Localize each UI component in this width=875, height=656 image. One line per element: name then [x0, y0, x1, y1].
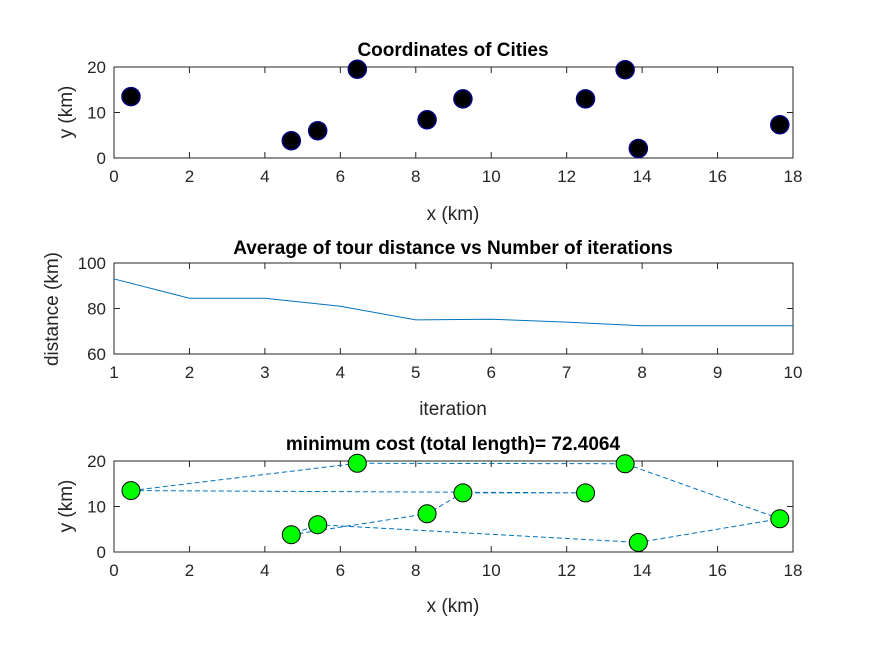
city-point	[770, 115, 790, 135]
x-tick-label: 12	[557, 167, 576, 186]
x-tick-label: 5	[411, 363, 420, 382]
x-tick-label: 14	[633, 167, 652, 186]
city-point	[628, 138, 649, 159]
x-tick-label: 8	[411, 561, 420, 580]
plot-average-distance: Average of tour distance vs Number of it…	[42, 238, 802, 420]
y-tick-label: 20	[87, 58, 106, 77]
city-point	[281, 130, 302, 151]
tour-city-point	[453, 483, 473, 503]
chart-title: Coordinates of Cities	[357, 40, 548, 61]
tour-city-point	[615, 454, 635, 474]
axes-box	[113, 262, 794, 355]
tour-city-point	[347, 453, 367, 473]
x-axis-label: x (km)	[427, 596, 480, 617]
x-tick-label: 18	[784, 167, 803, 186]
x-tick-label: 4	[260, 167, 269, 186]
y-tick-label: 0	[97, 543, 106, 562]
tour-city-point	[417, 504, 437, 524]
y-tick-label: 100	[78, 254, 106, 273]
x-tick-label: 7	[562, 363, 571, 382]
x-tick-label: 6	[486, 363, 495, 382]
y-tick-label: 20	[87, 452, 106, 471]
city-point	[575, 89, 596, 109]
x-tick-label: 6	[336, 561, 345, 580]
x-tick-label: 10	[784, 363, 803, 382]
x-tick-label: 16	[708, 167, 727, 186]
axes-box	[113, 460, 794, 553]
y-axis-label: y (km)	[56, 86, 77, 139]
plot-city-coordinates: Coordinates of Cities x (km) y (km) 0 2 4 6…	[56, 40, 802, 225]
y-tick-label: 10	[87, 104, 106, 123]
y-axis-label: y (km)	[56, 480, 77, 533]
x-tick-label: 12	[557, 561, 576, 580]
tour-city-point	[308, 515, 328, 535]
tour-city-point	[576, 483, 596, 503]
x-tick-label: 8	[411, 167, 420, 186]
x-tick-label: 8	[637, 363, 646, 382]
x-tick-label: 14	[633, 561, 652, 580]
city-point	[615, 59, 635, 80]
tour-path-line	[130, 462, 782, 543]
x-axis-label: iteration	[419, 399, 487, 420]
chart-title: minimum cost (total length)= 72.4064	[286, 434, 621, 455]
tour-city-point	[281, 525, 301, 545]
x-tick-label: 1	[109, 363, 118, 382]
city-point	[307, 120, 328, 141]
chart-title: Average of tour distance vs Number of it…	[233, 238, 673, 259]
x-tick-label: 0	[109, 561, 118, 580]
y-tick-label: 10	[87, 498, 106, 517]
tour-city-point	[770, 509, 790, 529]
x-tick-label: 2	[185, 561, 194, 580]
x-tick-label: 4	[336, 363, 345, 382]
x-tick-label: 2	[185, 363, 194, 382]
y-axis-label: distance (km)	[42, 252, 63, 366]
tour-city-point	[628, 532, 648, 552]
plot-best-tour: minimum cost (total length)= 72.4064 x (…	[56, 434, 802, 617]
x-tick-label: 9	[713, 363, 722, 382]
tour-city-point	[121, 481, 141, 501]
x-tick-label: 0	[109, 167, 118, 186]
x-tick-label: 10	[482, 561, 501, 580]
city-point	[347, 59, 368, 80]
x-axis-label: x (km)	[427, 204, 480, 225]
axes-box	[113, 66, 794, 159]
x-tick-label: 3	[260, 363, 269, 382]
y-tick-label: 60	[87, 345, 106, 364]
x-tick-label: 6	[336, 167, 345, 186]
city-point	[121, 86, 141, 107]
x-tick-label: 2	[185, 167, 194, 186]
city-point	[453, 89, 473, 109]
y-tick-label: 80	[87, 300, 106, 319]
city-point	[417, 110, 437, 130]
x-tick-label: 10	[482, 167, 501, 186]
x-tick-label: 4	[260, 561, 269, 580]
y-tick-label: 0	[97, 149, 106, 168]
x-tick-label: 16	[708, 561, 727, 580]
distance-series-line	[113, 278, 793, 327]
x-tick-label: 18	[784, 561, 803, 580]
